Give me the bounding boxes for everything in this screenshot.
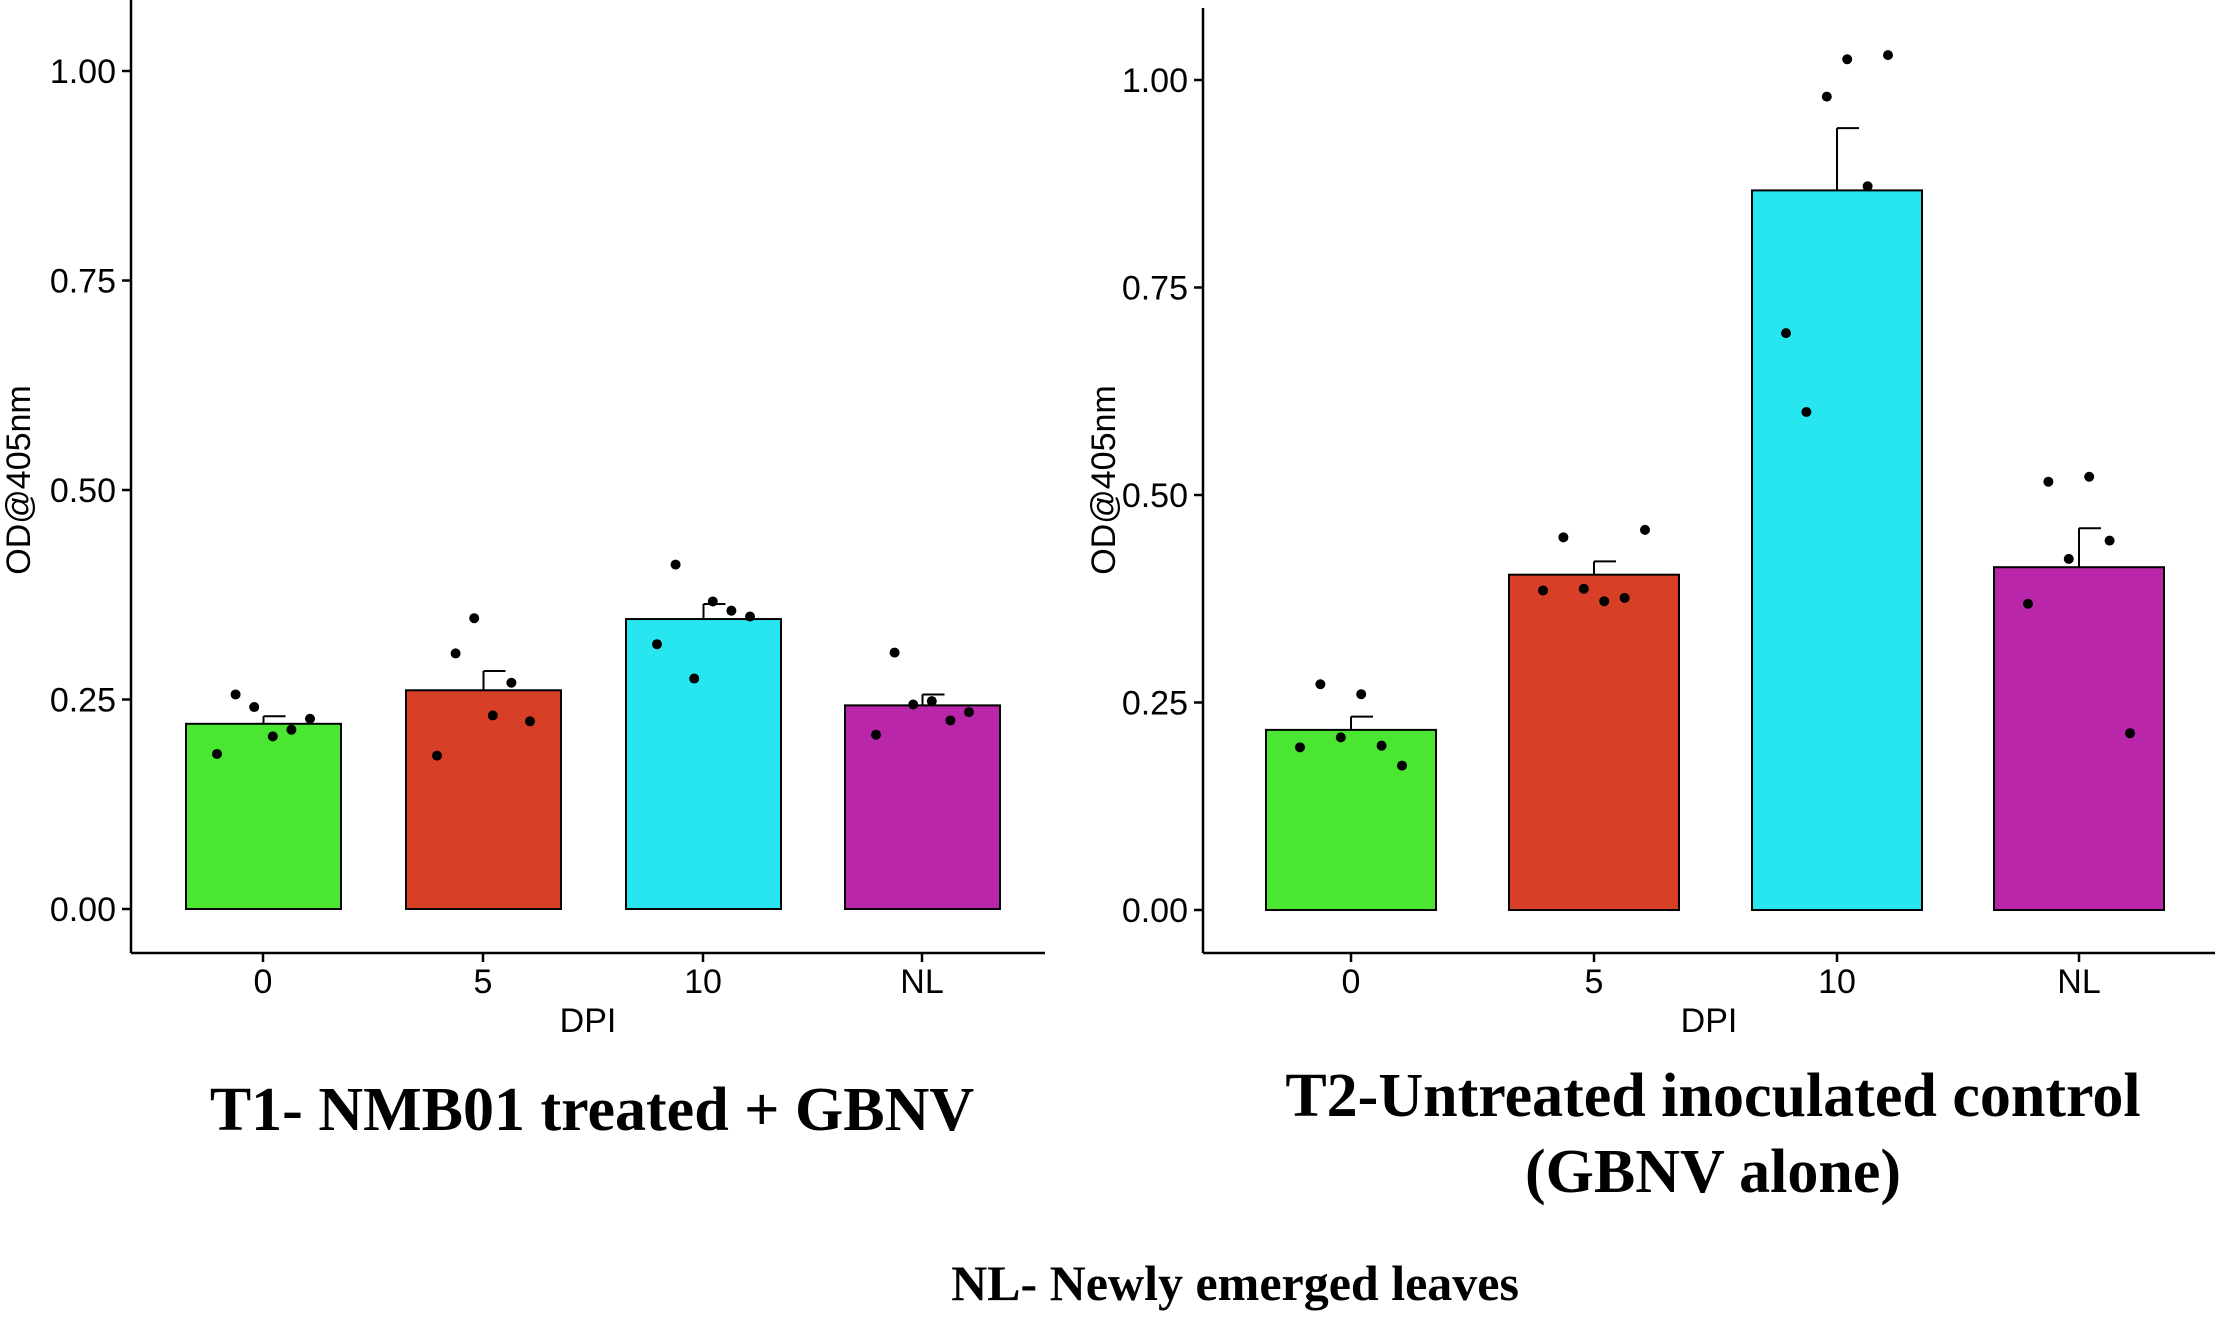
data-point — [2125, 728, 2135, 739]
y-tick-label: 0.50 — [1122, 477, 1188, 515]
bar-NL — [1993, 566, 2165, 912]
data-point — [286, 724, 297, 735]
data-point — [1397, 760, 1407, 771]
panel-caption: T1- NMB01 treated + GBNV — [210, 1076, 975, 1144]
x-tick-label: 0 — [1342, 963, 1361, 1001]
data-point — [871, 729, 881, 740]
data-point — [926, 696, 937, 707]
data-point — [506, 677, 517, 688]
panel-caption: (GBNV alone) — [1525, 1138, 1901, 1206]
chart-panel-t2: 0.00 0.25 0.50 0.75 1.00 0 5 10 NL DPI OD@405nm T2-… — [1085, 8, 2215, 1206]
data-point — [267, 731, 278, 742]
y-tick-label: 0.25 — [1122, 685, 1188, 723]
x-tick-label: 5 — [474, 963, 493, 1001]
data-point — [1335, 732, 1346, 743]
x-tick-label: 5 — [1585, 963, 1604, 1001]
x-tick-label: 10 — [1818, 963, 1856, 1001]
data-point — [469, 613, 480, 624]
y-tick-label: 0.50 — [50, 472, 116, 510]
x-tick-label: NL — [2057, 963, 2100, 1001]
data-point — [1578, 583, 1589, 594]
data-point — [1821, 91, 1832, 102]
y-tick-label: 1.00 — [1122, 62, 1188, 100]
data-point — [1295, 742, 1305, 753]
data-point — [2084, 471, 2095, 482]
data-point — [1599, 596, 1610, 607]
chart-panel-t1: 0.00 0.25 0.50 0.75 1.00 0 5 10 NL DPI OD@405nm T1-… — [0, 0, 1045, 1144]
data-point — [230, 689, 241, 700]
bar-5 — [1508, 573, 1680, 911]
bar-NL — [844, 704, 1001, 911]
x-tick-label: 0 — [254, 963, 273, 1001]
footnote: NL- Newly emerged leaves — [951, 1255, 1519, 1311]
y-axis-title: OD@405nm — [1085, 385, 1123, 574]
x-axis-title: DPI — [1681, 1002, 1738, 1040]
data-point — [1619, 592, 1630, 603]
panel-caption: T2-Untreated inoculated control — [1285, 1062, 2140, 1130]
y-tick-label: 0.25 — [50, 682, 116, 720]
data-point — [450, 648, 461, 659]
data-point — [1883, 50, 1893, 61]
data-point — [1640, 524, 1650, 535]
data-point — [707, 596, 718, 607]
data-point — [525, 716, 535, 727]
data-point — [1781, 328, 1791, 339]
data-point — [1356, 689, 1367, 700]
bar-5 — [405, 689, 562, 910]
data-point — [670, 559, 681, 570]
y-tick-label: 0.00 — [50, 891, 116, 929]
data-point — [726, 605, 737, 616]
x-tick-label: NL — [900, 963, 943, 1001]
data-point — [2043, 476, 2054, 487]
data-point — [2104, 535, 2115, 546]
bar-0 — [1265, 728, 1437, 912]
y-tick-label: 1.00 — [50, 53, 116, 91]
x-tick-label: 10 — [684, 963, 722, 1001]
data-point — [1801, 407, 1812, 417]
data-point — [689, 673, 700, 684]
data-point — [945, 715, 956, 726]
data-point — [1538, 585, 1548, 596]
data-point — [2023, 598, 2033, 609]
data-point — [964, 707, 974, 718]
data-point — [908, 699, 919, 710]
data-point — [1842, 54, 1853, 65]
y-axis-title: OD@405nm — [0, 385, 38, 574]
data-point — [432, 750, 442, 761]
data-point — [745, 611, 755, 622]
y-tick-label: 0.75 — [1122, 270, 1188, 308]
bar-10 — [1751, 189, 1923, 911]
bar-0 — [185, 722, 342, 910]
data-point — [487, 710, 498, 721]
y-tick-label: 0.00 — [1122, 892, 1188, 930]
data-point — [305, 713, 315, 724]
data-point — [2063, 553, 2074, 564]
bar-10 — [625, 618, 782, 910]
y-tick-label: 0.75 — [50, 263, 116, 301]
x-axis-title: DPI — [560, 1002, 617, 1040]
data-point — [212, 748, 222, 759]
data-point — [1376, 740, 1387, 751]
data-point — [1558, 532, 1569, 543]
data-point — [652, 639, 662, 650]
data-point — [1862, 181, 1873, 192]
data-point — [889, 647, 900, 658]
data-point — [249, 702, 260, 713]
data-point — [1315, 679, 1326, 690]
